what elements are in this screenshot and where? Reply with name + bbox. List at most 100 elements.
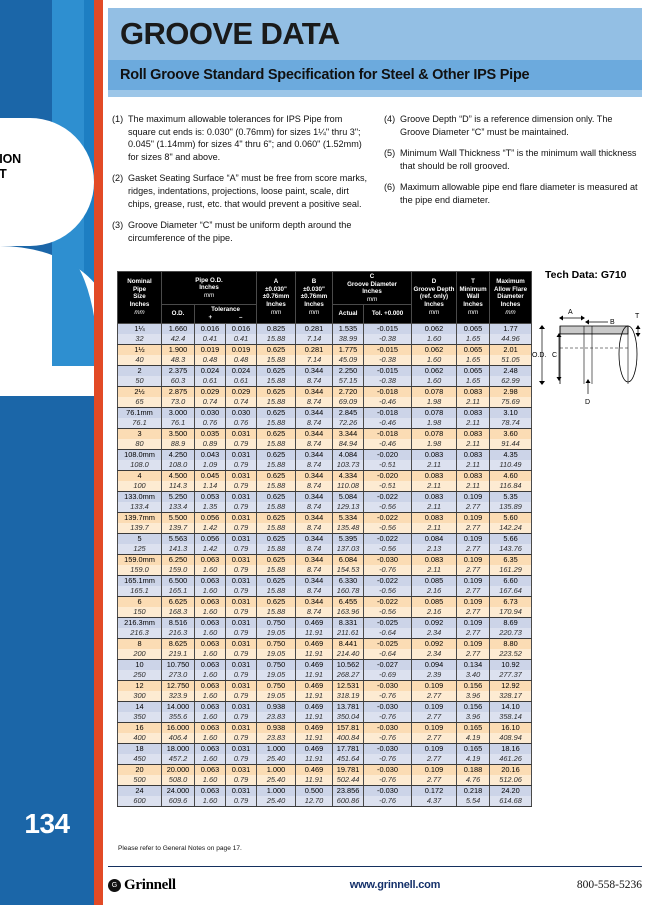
cell-in-4: 1.000 — [256, 784, 297, 796]
cell-mm-4: 15.88 — [256, 522, 297, 534]
page-header: GROOVE DATA Roll Groove Standard Specifi… — [108, 8, 642, 97]
sidebar-tab-line-1: PREPARATION — [0, 152, 21, 166]
cell-in-3: 0.031 — [224, 616, 258, 628]
cell-in-9: 0.065 — [456, 343, 491, 355]
cell-mm-7: -0.51 — [363, 480, 413, 492]
cell-mm-6: 57.15 — [332, 375, 365, 387]
cell-mm-6: 400.84 — [332, 732, 365, 744]
footer-website-link[interactable]: www.grinnell.com — [349, 879, 441, 891]
cell-in-0: 12 — [117, 679, 162, 691]
cell-in-1: 8.625 — [161, 637, 195, 649]
cell-mm-7: -0.76 — [363, 774, 413, 786]
cell-in-9: 0.109 — [456, 574, 491, 586]
cell-in-6: 157.81 — [332, 721, 365, 733]
tech-data-label: Tech Data: G710 — [545, 269, 627, 281]
cell-in-1: 6.500 — [161, 574, 195, 586]
table-row-inches: 16 16.000 0.063 0.031 0.938 0.469 157.81 -0.030… — [117, 721, 533, 733]
cell-mm-6: 135.48 — [332, 522, 365, 534]
cell-in-8: 0.083 — [411, 448, 458, 460]
cell-in-6: 5.084 — [332, 490, 365, 502]
cell-mm-0: 600 — [117, 795, 162, 807]
th-dim-b: B ±0.030" ±0.76mm Inches mm — [295, 271, 334, 324]
cell-in-7: -0.015 — [363, 322, 413, 334]
cell-in-5: 0.469 — [295, 763, 334, 775]
cell-mm-6: 69.09 — [332, 396, 365, 408]
cell-mm-0: 165.1 — [117, 585, 162, 597]
cell-in-7: -0.025 — [363, 616, 413, 628]
cell-mm-8: 2.11 — [411, 459, 458, 471]
cell-in-10: 2.01 — [489, 343, 533, 355]
cell-mm-2: 1.60 — [194, 606, 226, 618]
table-row-mm: 216.3 216.3 1.60 0.79 19.05 11.91 211.61 -0.64 2… — [117, 627, 533, 639]
cell-mm-0: 76.1 — [117, 417, 162, 429]
cell-mm-9: 2.11 — [456, 480, 491, 492]
cell-in-5: 0.344 — [295, 490, 334, 502]
cell-mm-7: -0.56 — [363, 585, 413, 597]
cell-mm-4: 15.88 — [256, 480, 297, 492]
cell-in-1: 4.250 — [161, 448, 195, 460]
cell-mm-6: 45.09 — [332, 354, 365, 366]
cell-in-8: 0.172 — [411, 784, 458, 796]
cell-in-8: 0.084 — [411, 532, 458, 544]
note-text: The maximum allowable tolerances for IPS… — [128, 114, 362, 162]
cell-mm-7: -0.38 — [363, 354, 413, 366]
cell-mm-5: 8.74 — [295, 417, 334, 429]
cell-mm-7: -0.56 — [363, 606, 413, 618]
cell-mm-9: 2.77 — [456, 501, 491, 513]
cell-in-0: 18 — [117, 742, 162, 754]
table-row-mm: 300 323.9 1.60 0.79 19.05 11.91 318.19 -0.76 2.7… — [117, 690, 533, 702]
cell-in-3: 0.031 — [224, 511, 258, 523]
note-item: (6) Maximum allowable pipe end flare dia… — [384, 181, 642, 206]
cell-mm-2: 1.14 — [194, 480, 226, 492]
cell-mm-5: 11.91 — [295, 627, 334, 639]
cell-in-9: 0.156 — [456, 679, 491, 691]
cell-in-4: 0.625 — [256, 385, 297, 397]
cell-mm-5: 8.74 — [295, 564, 334, 576]
cell-mm-10: 461.26 — [489, 753, 533, 765]
cell-mm-6: 103.73 — [332, 459, 365, 471]
cell-mm-4: 15.88 — [256, 501, 297, 513]
cell-mm-6: 318.19 — [332, 690, 365, 702]
cell-in-8: 0.109 — [411, 679, 458, 691]
cell-in-5: 0.344 — [295, 532, 334, 544]
cell-in-1: 16.000 — [161, 721, 195, 733]
cell-mm-0: 450 — [117, 753, 162, 765]
cell-in-1: 14.000 — [161, 700, 195, 712]
cell-mm-2: 1.60 — [194, 669, 226, 681]
note-item: (5) Minimum Wall Thickness “T” is the mi… — [384, 147, 642, 172]
cell-mm-8: 2.34 — [411, 627, 458, 639]
note-number: (3) — [112, 220, 124, 231]
cell-mm-1: 141.3 — [161, 543, 195, 555]
table-row-inches: 108.0mm 4.250 0.043 0.031 0.625 0.344 4.084 -0.… — [117, 448, 533, 460]
cell-in-6: 6.330 — [332, 574, 365, 586]
cell-mm-2: 1.60 — [194, 774, 226, 786]
cell-mm-10: 62.99 — [489, 375, 533, 387]
cell-mm-4: 15.88 — [256, 396, 297, 408]
cell-mm-2: 1.60 — [194, 711, 226, 723]
cell-mm-3: 0.79 — [224, 627, 258, 639]
cell-in-9: 0.188 — [456, 763, 491, 775]
note-number: (5) — [384, 148, 396, 159]
cell-in-0: 133.0mm — [117, 490, 162, 502]
cell-mm-10: 51.05 — [489, 354, 533, 366]
cell-mm-4: 15.88 — [256, 606, 297, 618]
cell-in-10: 6.73 — [489, 595, 533, 607]
cell-in-10: 5.66 — [489, 532, 533, 544]
cell-in-0: 16 — [117, 721, 162, 733]
cell-mm-5: 8.74 — [295, 438, 334, 450]
cell-mm-6: 38.99 — [332, 333, 365, 345]
cell-mm-10: 614.68 — [489, 795, 533, 807]
cell-mm-3: 0.79 — [224, 690, 258, 702]
note-number: (6) — [384, 182, 396, 193]
cell-in-3: 0.031 — [224, 721, 258, 733]
table-row-mm: 65 73.0 0.74 0.74 15.88 8.74 69.09 -0.46 1.98 2.1… — [117, 396, 533, 408]
cell-mm-4: 15.88 — [256, 333, 297, 345]
cell-mm-5: 8.74 — [295, 606, 334, 618]
cell-mm-2: 1.60 — [194, 753, 226, 765]
cell-in-1: 6.625 — [161, 595, 195, 607]
cell-in-9: 0.083 — [456, 385, 491, 397]
cell-in-0: 8 — [117, 637, 162, 649]
cell-mm-9: 3.40 — [456, 669, 491, 681]
sidebar-tab-line-4: DATA — [0, 197, 86, 212]
cell-mm-5: 7.14 — [295, 354, 334, 366]
